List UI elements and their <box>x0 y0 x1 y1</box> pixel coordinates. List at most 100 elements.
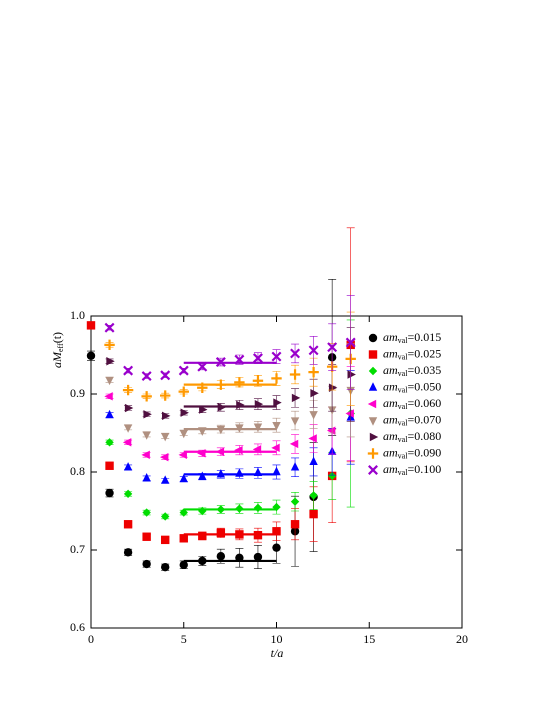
legend-subscript: val <box>398 352 409 361</box>
marker <box>347 370 356 379</box>
legend-symbol: am <box>383 379 398 393</box>
x-tick-label: 10 <box>271 632 283 646</box>
x-tick-label: 0 <box>88 632 94 646</box>
marker <box>290 462 300 471</box>
legend-label: amval=0.070 <box>383 412 441 427</box>
marker <box>124 403 134 413</box>
legend-subscript: val <box>398 418 409 427</box>
marker <box>122 438 132 447</box>
legend-symbol: am <box>383 429 398 443</box>
marker <box>142 431 151 440</box>
marker <box>105 488 114 498</box>
y-tick-label: 0.9 <box>70 386 85 400</box>
legend-label: amval=0.025 <box>383 346 441 361</box>
marker <box>289 439 299 449</box>
legend-value: =0.090 <box>407 445 441 459</box>
marker <box>235 468 244 477</box>
marker <box>105 409 114 419</box>
legend-label: amval=0.060 <box>383 396 441 411</box>
marker <box>105 438 114 447</box>
marker <box>160 452 169 462</box>
legend-value: =0.025 <box>407 346 441 360</box>
legend-symbol: am <box>383 445 398 459</box>
legend-label: amval=0.100 <box>383 462 441 477</box>
marker <box>309 509 318 519</box>
legend-symbol: am <box>383 346 398 360</box>
marker <box>198 471 207 480</box>
marker <box>142 508 151 517</box>
legend-value: =0.035 <box>407 363 441 377</box>
legend-value: =0.070 <box>407 412 441 426</box>
legend-subscript: val <box>398 435 409 444</box>
legend-marker <box>368 333 378 343</box>
marker <box>123 489 133 499</box>
marker <box>161 475 170 484</box>
legend-marker <box>368 417 378 426</box>
legend-symbol: am <box>383 330 398 344</box>
marker <box>123 520 133 529</box>
marker <box>180 408 189 417</box>
marker <box>290 497 300 506</box>
marker <box>198 531 207 541</box>
marker <box>142 532 151 541</box>
x-tick-label: 20 <box>456 632 468 646</box>
marker <box>142 559 151 569</box>
marker <box>106 357 115 366</box>
marker <box>252 353 263 364</box>
legend-symbol: am <box>383 396 398 410</box>
legend-label: amval=0.050 <box>383 379 441 394</box>
marker <box>179 508 188 517</box>
marker <box>123 365 134 376</box>
legend-subscript: val <box>398 336 409 345</box>
legend-symbol: am <box>383 412 398 426</box>
marker <box>104 392 113 401</box>
legend-subscript: val <box>398 468 409 477</box>
y-label-tail: (t) <box>50 332 64 343</box>
marker <box>308 366 319 378</box>
legend-marker <box>367 448 379 459</box>
marker <box>161 562 170 572</box>
x-tick-label: 15 <box>363 632 375 646</box>
y-tick-label: 0.6 <box>70 620 85 634</box>
marker <box>290 520 300 529</box>
y-axis-label: aMeff(t) <box>50 332 65 368</box>
legend-value: =0.015 <box>407 330 441 344</box>
marker <box>161 535 170 545</box>
marker <box>272 543 281 552</box>
legend-symbol: am <box>383 363 398 377</box>
marker <box>161 512 170 521</box>
legend-value: =0.050 <box>407 379 441 393</box>
marker <box>309 491 318 500</box>
legend-label: amval=0.015 <box>383 330 441 345</box>
marker <box>143 410 152 419</box>
marker <box>216 528 226 538</box>
marker <box>179 429 188 439</box>
marker <box>141 371 152 382</box>
marker <box>123 462 133 471</box>
marker <box>328 383 338 392</box>
marker <box>272 527 281 536</box>
marker <box>122 384 134 396</box>
marker <box>141 391 152 402</box>
legend-marker <box>367 399 377 409</box>
marker <box>327 471 337 481</box>
y-label-main: aM <box>50 351 64 368</box>
legend-value: =0.100 <box>407 462 441 476</box>
marker <box>253 423 263 432</box>
marker <box>86 351 96 360</box>
marker <box>142 473 151 482</box>
marker <box>289 369 301 380</box>
marker <box>253 552 263 562</box>
legend-subscript: val <box>398 451 409 460</box>
marker <box>345 337 356 348</box>
marker <box>308 345 319 356</box>
marker <box>326 426 336 435</box>
marker <box>236 400 245 410</box>
legend-label: amval=0.080 <box>383 429 441 444</box>
legend-marker <box>369 432 379 442</box>
marker <box>291 393 301 403</box>
marker <box>253 503 263 513</box>
marker <box>123 548 133 557</box>
marker <box>179 473 188 483</box>
marker <box>216 552 226 561</box>
